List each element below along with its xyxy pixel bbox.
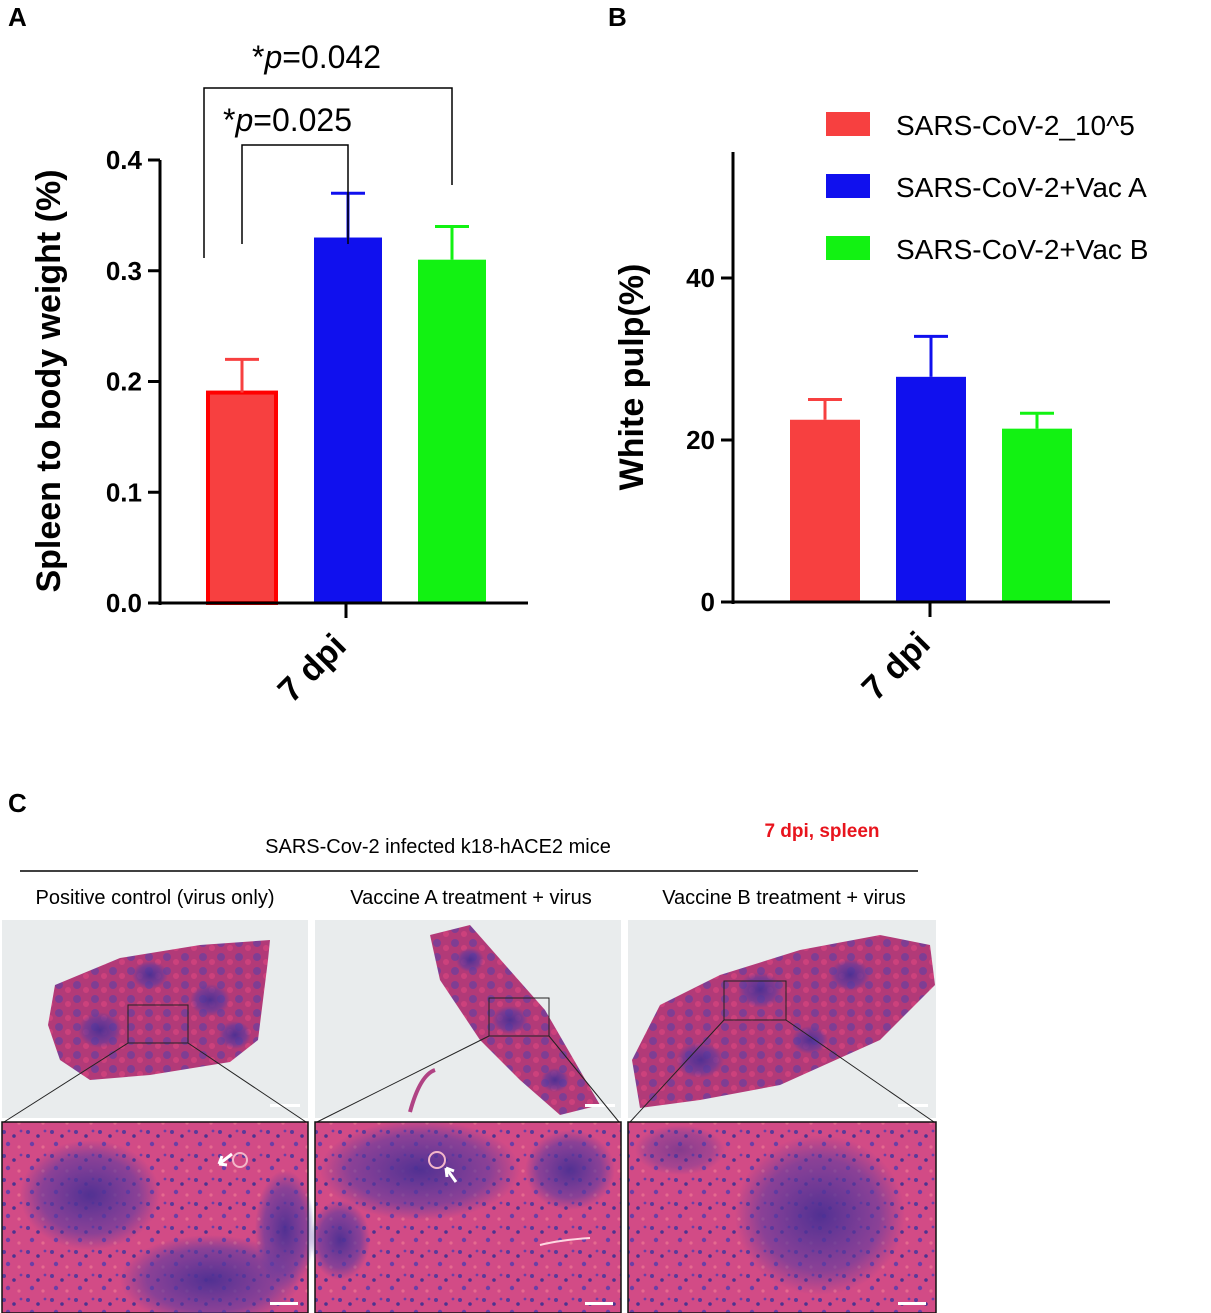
bar-1 [790,419,860,602]
panel-c-tag: 7 dpi, spleen [764,821,879,842]
panel-label-b: B [608,2,627,32]
micrograph-positive-control-low [2,920,308,1118]
legend-swatch-3 [826,236,870,260]
chart-b-xlabel: 7 dpi [855,625,938,708]
significance-bracket [241,144,349,244]
panel-c-header: SARS-Cov-2 infected k18-hACE2 mice [265,836,611,858]
significance-label: *p=0.025 [223,102,352,138]
chart-a-ylabel: Spleen to body weight (%) [30,169,68,592]
bar-2 [896,376,966,602]
y-tick-label: 0.2 [106,367,142,397]
arrow-icon [217,1152,233,1167]
bar-3 [1002,428,1072,602]
y-tick-label: 20 [686,425,715,455]
legend-label-1: SARS-CoV-2_10^5 [896,110,1135,141]
micrograph-vaccine-b-high [627,1121,937,1313]
micrograph-vaccine-a-high [310,1120,622,1313]
chart-a: Spleen to body weight (%) 0.0 0.1 0.2 0.3 0.… [30,39,528,710]
legend-label-2: SARS-CoV-2+Vac A [896,172,1147,203]
panel-label-a: A [8,2,27,32]
legend-swatch-2 [826,174,870,198]
column-label-vaccine-a: Vaccine A treatment + virus [350,887,591,909]
y-tick-label: 0.1 [106,477,142,507]
micrograph-vaccine-a-low [315,920,621,1118]
legend-label-3: SARS-CoV-2+Vac B [896,234,1148,265]
y-tick-label: 0 [701,587,715,617]
chart-b-ylabel: White pulp(%) [613,264,651,491]
micrograph-positive-control-high [1,1121,315,1313]
y-tick-label: 0.0 [106,588,142,618]
column-label-positive-control: Positive control (virus only) [36,887,275,909]
micrograph-vaccine-b-low [628,920,936,1118]
significance-label: *p=0.042 [252,39,381,75]
panel-label-c: C [8,788,27,818]
legend: SARS-CoV-2_10^5 SARS-CoV-2+Vac A SARS-CoV-… [826,110,1148,265]
legend-swatch-1 [826,112,870,136]
arrow-icon [444,1166,458,1183]
bar-3 [418,259,486,603]
y-tick-label: 0.4 [106,145,143,175]
bar-2 [314,237,382,603]
chart-a-xlabel: 7 dpi [271,627,354,710]
y-tick-label: 40 [686,263,715,293]
significance-bracket [203,87,453,258]
y-tick-label: 0.3 [106,256,142,286]
bar-1 [206,390,278,606]
column-label-vaccine-b: Vaccine B treatment + virus [662,887,906,909]
